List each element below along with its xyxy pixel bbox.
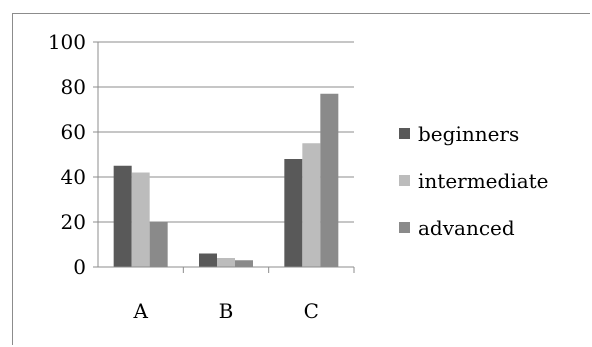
bar-beginners-B: [199, 253, 217, 267]
x-category-label-B: B: [219, 299, 234, 323]
x-axis-categories: A B C: [132, 299, 319, 323]
legend-swatch-beginners: [399, 128, 410, 139]
y-tick-label-20: 20: [61, 210, 86, 234]
legend-label-intermediate: intermediate: [418, 169, 549, 193]
bar-advanced-C: [320, 93, 339, 267]
legend: beginners intermediate advanced: [399, 122, 549, 240]
y-axis-ticks: 0 20 40 60 80 100: [48, 30, 98, 279]
bar-intermediate-C: [302, 143, 321, 267]
y-tick-label-60: 60: [61, 120, 86, 144]
legend-label-beginners: beginners: [418, 122, 519, 146]
legend-swatch-advanced: [399, 222, 410, 233]
y-tick-label-80: 80: [61, 75, 86, 99]
bar-advanced-A: [149, 222, 168, 267]
chart-frame: [12, 13, 590, 345]
bar-beginners-A: [113, 165, 132, 267]
x-category-label-A: A: [132, 299, 148, 323]
bar-beginners-C: [284, 159, 303, 267]
bar-intermediate-A: [131, 172, 150, 267]
bar-intermediate-B: [217, 258, 235, 267]
x-category-label-C: C: [304, 299, 319, 323]
legend-label-advanced: advanced: [418, 216, 515, 240]
legend-swatch-intermediate: [399, 175, 410, 186]
y-tick-label-0: 0: [73, 255, 86, 279]
y-tick-label-40: 40: [61, 165, 86, 189]
bar-advanced-B: [235, 260, 253, 267]
axes: [97, 42, 355, 273]
y-tick-label-100: 100: [48, 30, 86, 54]
bars: [113, 93, 339, 267]
